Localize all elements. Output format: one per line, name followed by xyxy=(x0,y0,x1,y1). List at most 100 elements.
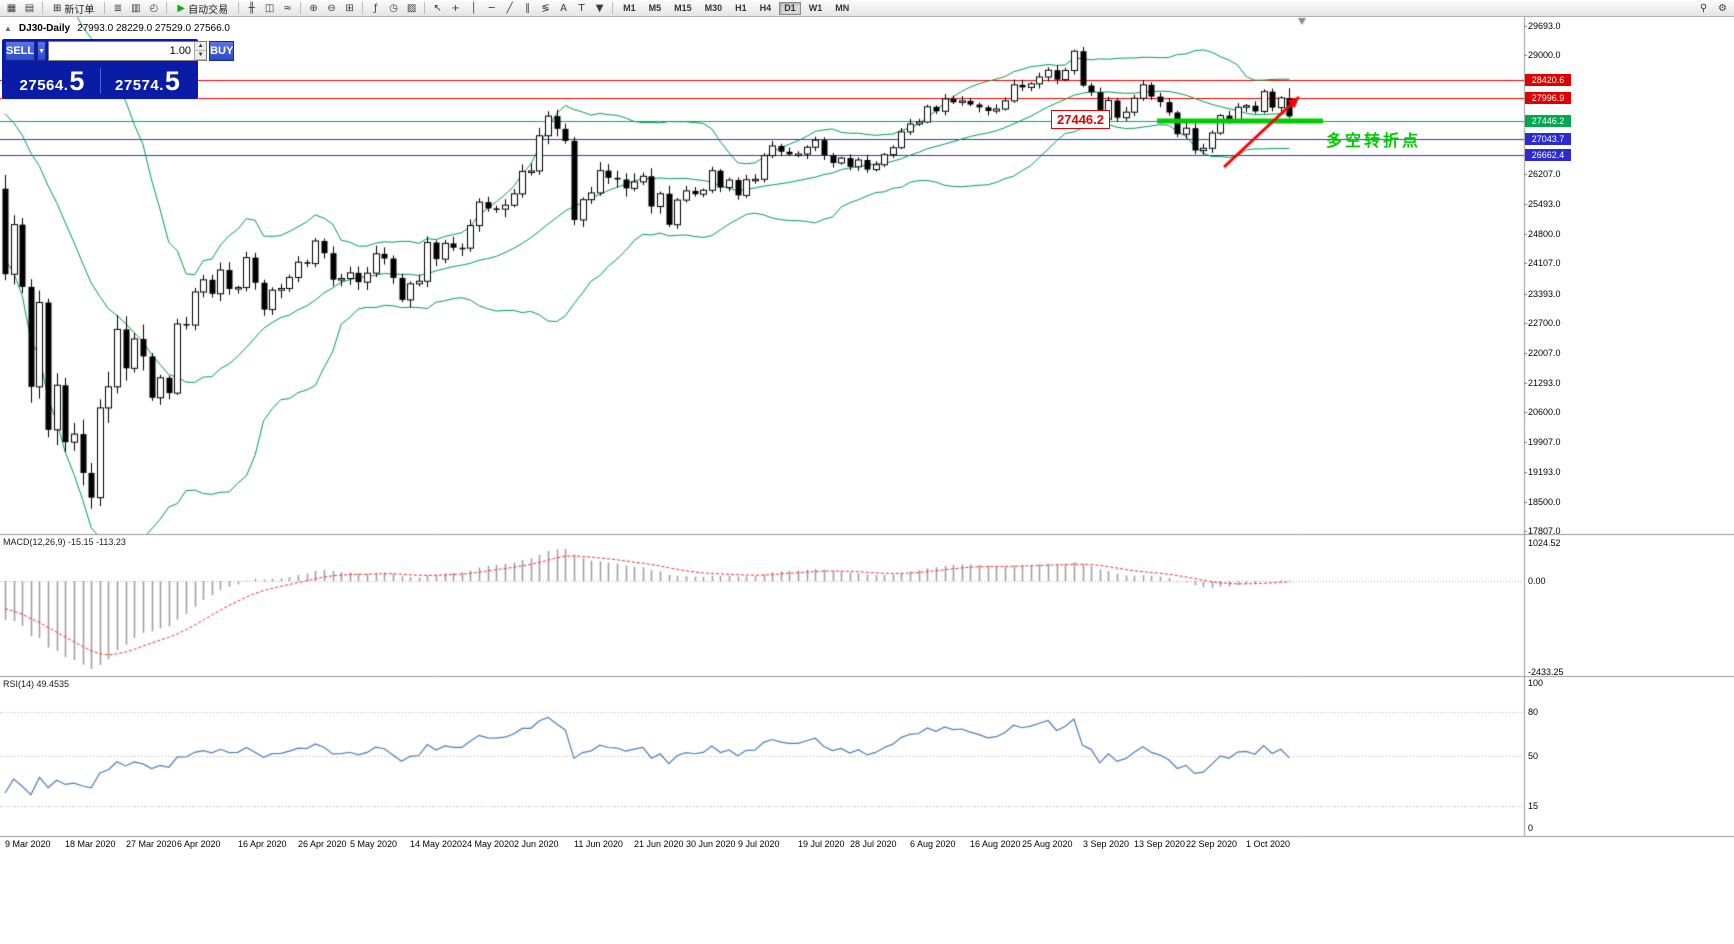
crosshair-icon[interactable]: + xyxy=(447,1,464,16)
navigator-icon[interactable]: ◴ xyxy=(145,1,162,16)
date-axis-label: 26 Apr 2020 xyxy=(298,839,347,849)
timeframe-h1[interactable]: H1 xyxy=(730,2,752,15)
line-chart-type-icon[interactable]: ≈ xyxy=(279,1,296,16)
rsi-indicator-label: RSI(14) 49.4535 xyxy=(3,679,70,689)
volume-down-button[interactable]: ▼ xyxy=(195,51,207,60)
sell-button[interactable]: SELL xyxy=(5,41,36,61)
data-window-icon[interactable]: ▥ xyxy=(127,1,144,16)
profiles-icon[interactable]: ▤ xyxy=(21,1,38,16)
bar-chart-type-icon[interactable]: ╫ xyxy=(243,1,260,16)
date-axis-label: 16 Apr 2020 xyxy=(238,839,287,849)
toolbar-separator xyxy=(104,2,106,14)
date-axis-label: 3 Sep 2020 xyxy=(1083,839,1130,849)
turning-point-annotation[interactable]: 多空转折点 xyxy=(1326,133,1422,150)
buy-price: 27574. 5 xyxy=(115,66,181,96)
price-divider xyxy=(99,68,101,94)
timeframe-h4[interactable]: H4 xyxy=(755,2,777,15)
main-toolbar: ▦ ▤ ⊞ 新订单 ≣ ▥ ◴ ▶ 自动交易 ╫ ◫ ≈ ⊕ ⊖ ⊞ ƒ ◷ ▨ ↖ + │ ─ ╱ ∥ ≶ A T ▼ M1 M5 M15… xyxy=(0,0,1734,17)
zoom-out-icon[interactable]: ⊖ xyxy=(323,1,340,16)
sell-price: 27564. 5 xyxy=(19,66,85,96)
toolbar-separator xyxy=(238,2,240,14)
new-order-button[interactable]: ⊞ 新订单 xyxy=(47,1,100,16)
price-annotation-box[interactable]: 27446.2 xyxy=(1051,110,1110,129)
volume-input[interactable] xyxy=(49,42,195,60)
price-tag: 26662.4 xyxy=(1525,148,1571,161)
text-icon[interactable]: A xyxy=(555,1,572,16)
date-axis-label: 6 Apr 2020 xyxy=(177,839,221,849)
price-tag: 27996.9 xyxy=(1525,92,1571,105)
date-axis-label: 14 May 2020 xyxy=(410,839,463,849)
vertical-line-icon[interactable]: │ xyxy=(465,1,482,16)
macd-axis-label: -2433.25 xyxy=(1528,667,1564,677)
channel-icon[interactable]: ∥ xyxy=(519,1,536,16)
timeframe-w1[interactable]: W1 xyxy=(804,2,828,15)
timeframe-m30[interactable]: M30 xyxy=(700,2,728,15)
zoom-in-icon[interactable]: ⊕ xyxy=(305,1,322,16)
new-chart-icon[interactable]: ▦ xyxy=(3,1,20,16)
date-axis-label: 13 Sep 2020 xyxy=(1134,839,1186,849)
templates-icon[interactable]: ▨ xyxy=(403,1,420,16)
autotrade-button[interactable]: ▶ 自动交易 xyxy=(171,1,234,16)
date-axis-label: 25 Aug 2020 xyxy=(1022,839,1073,849)
one-click-trading-panel: SELL ▼ ▲ ▼ BUY 27564.5 27574.5 xyxy=(2,39,235,99)
rsi-axis-label: 80 xyxy=(1528,707,1539,717)
timeframe-mn[interactable]: MN xyxy=(830,2,854,15)
cursor-icon[interactable]: ↖ xyxy=(429,1,446,16)
date-axis-label: 9 Jul 2020 xyxy=(738,839,780,849)
toolbar-separator xyxy=(612,2,614,14)
date-axis-label: 18 Mar 2020 xyxy=(65,839,116,849)
price-axis-label: 29693.0 xyxy=(1528,21,1561,31)
volume-field: ▲ ▼ xyxy=(48,41,208,61)
trendline-icon[interactable]: ╱ xyxy=(501,1,518,16)
timeframe-m15[interactable]: M15 xyxy=(669,2,697,15)
autotrade-button-label: 自动交易 xyxy=(188,4,229,16)
settings-icon[interactable]: ⚙ xyxy=(1714,1,1731,16)
arrows-icon[interactable]: ▼ xyxy=(591,1,608,16)
timeframe-d1[interactable]: D1 xyxy=(779,1,801,15)
price-axis-label: 19193.0 xyxy=(1528,467,1561,478)
date-axis-label: 28 Jul 2020 xyxy=(850,839,897,849)
collapse-trading-panel-icon[interactable]: ▲ xyxy=(4,24,12,33)
price-axis-label: 25493.0 xyxy=(1528,199,1561,210)
buy-button[interactable]: BUY xyxy=(209,41,235,61)
rsi-axis-label: 15 xyxy=(1528,801,1539,812)
volume-dropdown-icon[interactable]: ▼ xyxy=(37,41,47,61)
label-icon[interactable]: T xyxy=(573,1,590,16)
horizontal-line-icon[interactable]: ─ xyxy=(483,1,500,16)
price-axis-label: 29000.0 xyxy=(1528,50,1561,61)
price-axis-label: 17807.0 xyxy=(1528,526,1561,536)
price-axis-label: 22700.0 xyxy=(1528,318,1561,329)
macd-axis-label: 0.00 xyxy=(1528,576,1546,587)
toolbar-separator xyxy=(166,2,168,14)
macd-axis-label: 1024.52 xyxy=(1528,538,1561,548)
rsi-axis-label: 50 xyxy=(1528,750,1539,761)
rsi-axis-label: 0 xyxy=(1528,823,1534,833)
rsi-axis-label: 100 xyxy=(1528,678,1544,688)
date-axis-label: 9 Mar 2020 xyxy=(5,839,51,849)
date-axis-label: 2 Jun 2020 xyxy=(514,839,559,849)
volume-up-button[interactable]: ▲ xyxy=(195,42,207,51)
price-tag: 28420.6 xyxy=(1525,74,1571,87)
price-axis-label: 20600.0 xyxy=(1528,407,1561,418)
timeframe-m5[interactable]: M5 xyxy=(644,2,667,15)
date-axis-label: 22 Sep 2020 xyxy=(1186,839,1238,849)
periods-icon[interactable]: ◷ xyxy=(385,1,402,16)
candlestick-chart-type-icon[interactable]: ◫ xyxy=(261,1,278,16)
date-axis-label: 16 Aug 2020 xyxy=(970,839,1021,849)
chart-header: ▲ DJ30-Daily 27993.0 28229.0 27529.0 275… xyxy=(4,23,230,34)
chart-symbol-period: DJ30-Daily xyxy=(18,23,71,34)
price-axis-label: 24107.0 xyxy=(1528,258,1561,269)
date-axis-label: 1 Oct 2020 xyxy=(1246,839,1291,849)
timeframe-m1[interactable]: M1 xyxy=(618,2,641,15)
toolbar-separator xyxy=(42,2,43,14)
date-axis-label: 5 May 2020 xyxy=(350,839,398,849)
market-watch-icon[interactable]: ≣ xyxy=(109,1,126,16)
indicators-icon[interactable]: ƒ xyxy=(367,1,384,16)
new-order-icon: ⊞ xyxy=(53,2,62,14)
magnifier-icon[interactable]: ⚲ xyxy=(1695,1,1712,16)
new-order-button-label: 新订单 xyxy=(64,4,95,16)
fibonacci-icon[interactable]: ≶ xyxy=(537,1,554,16)
tile-windows-icon[interactable]: ⊞ xyxy=(341,1,358,16)
